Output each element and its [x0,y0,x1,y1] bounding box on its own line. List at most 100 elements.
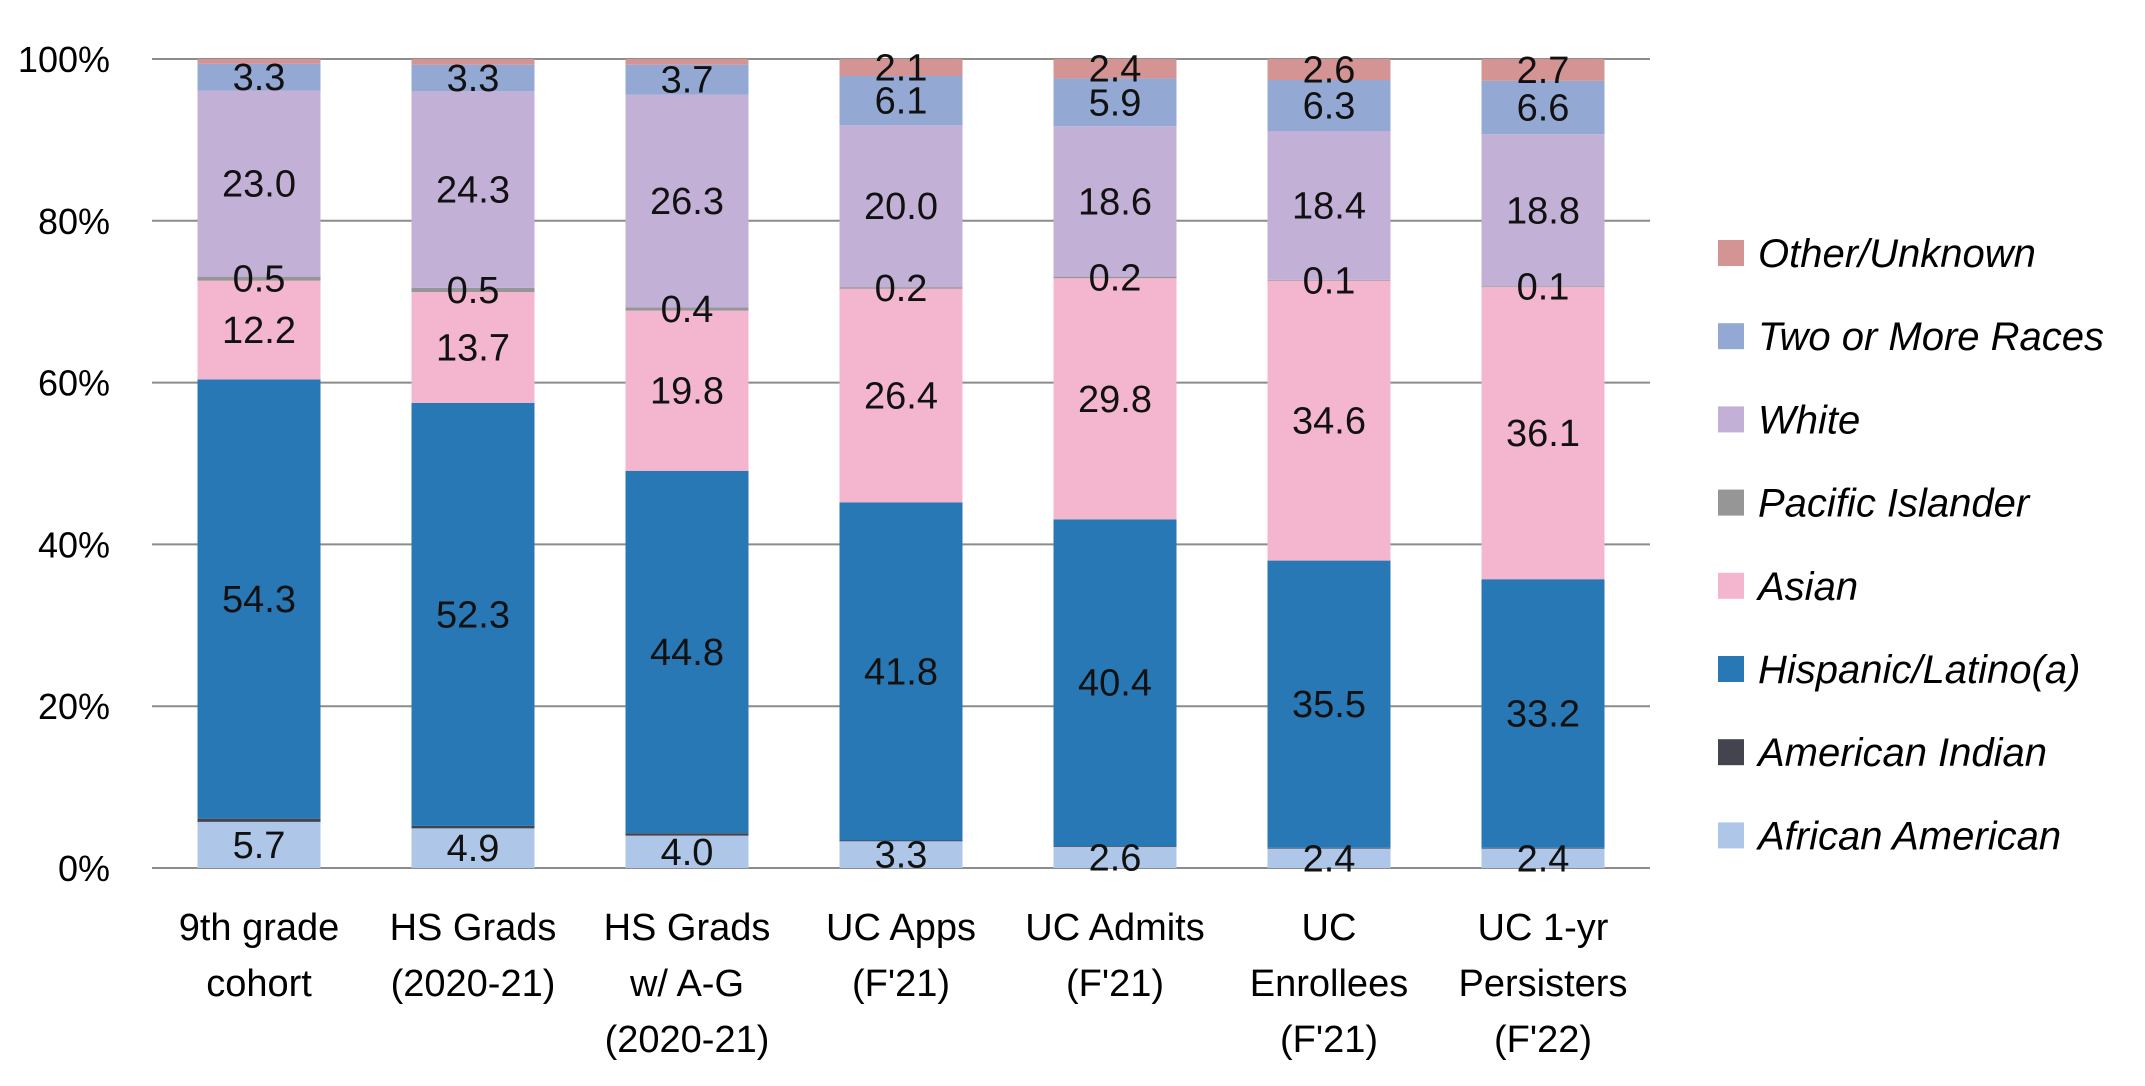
data-label: 18.6 [1078,181,1152,223]
data-label: 52.3 [436,594,510,636]
data-label: 2.4 [1517,838,1570,880]
data-label: 24.3 [436,170,510,212]
x-category-label: UC Apps [826,907,976,949]
data-label: 2.7 [1517,50,1570,92]
legend: Other/Unknown Two or More Races White Pacif… [1718,232,2104,858]
data-label: 6.6 [1517,88,1570,130]
bar-segment-hispanic-latino-a- [197,379,321,819]
data-label: 26.4 [864,376,938,418]
data-label: 3.3 [875,835,928,877]
bar-segment-white [1267,131,1391,280]
x-category-label: (F'21) [852,963,950,1005]
x-category-label: cohort [206,963,312,1005]
data-label: 12.2 [222,310,296,352]
bar-segment-two-or-more-races [1481,80,1605,135]
x-category-label: w/ A-G [629,963,744,1005]
bar-segment-other-unknown [197,59,321,64]
x-category-label: (F'21) [1280,1019,1378,1061]
bar-segment-hispanic-latino-a- [839,502,963,841]
bar-segment-white [839,125,963,288]
bar-segment-asian [197,280,321,380]
bar-segment-pacific-islander [411,287,535,292]
bar-segment-asian [411,291,535,403]
bar-segment-american-indian [1267,847,1391,849]
bar-segment-american-indian [625,833,749,836]
bar-segment-african-american [1267,848,1391,868]
data-label: 0.2 [875,268,928,310]
legend-label: White [1758,398,1860,442]
data-label: 0.5 [233,259,286,301]
legend-label: African American [1756,814,2061,858]
data-labels: 5.7 54.3 12.2 0.5 23.0 3.3 4.9 52.3 13.7 0.5 24.3 3… [222,47,1580,880]
bar-segment-pacific-islander [839,287,963,289]
bar-segment-african-american [1053,846,1177,868]
legend-swatch [1718,323,1744,350]
bar-segment-hispanic-latino-a- [625,470,749,834]
bar-segment-white [411,91,535,288]
data-label: 36.1 [1506,413,1580,455]
bar-segment-pacific-islander [1267,279,1391,281]
legend-label: Asian [1756,565,1858,609]
legend-swatch [1718,572,1744,599]
x-category-label: 9th grade [179,907,340,949]
data-label: 0.2 [1089,257,1142,299]
x-category-label: (F'21) [1066,963,1164,1005]
data-label: 4.9 [447,828,500,870]
bar-segment-other-unknown [411,59,535,65]
data-label: 18.4 [1292,185,1366,227]
bar-segment-hispanic-latino-a- [411,402,535,826]
data-label: 26.3 [650,181,724,223]
legend-label: Two or More Races [1758,315,2104,359]
bar-segment-african-american [197,821,321,868]
y-tick-label: 40% [38,524,110,565]
x-category-label: UC 1-yr [1478,907,1609,949]
bar-segment-asian [1267,280,1391,561]
x-category-label: HS Grads [604,907,771,949]
data-label: 2.1 [875,47,928,89]
bar-segment-two-or-more-races [625,64,749,95]
data-label: 0.5 [447,270,500,312]
bar-segment-two-or-more-races [1267,80,1391,132]
x-category-label: UC Admits [1025,907,1204,949]
bar-segment-hispanic-latino-a- [1053,519,1177,847]
y-tick-label: 80% [38,201,110,242]
bar-segment-other-unknown [839,59,963,76]
data-label: 0.1 [1517,267,1570,309]
x-category-label: UC [1302,907,1357,949]
legend-swatch [1718,822,1744,849]
data-label: 2.6 [1089,837,1142,879]
data-label: 2.4 [1089,49,1142,91]
data-label: 35.5 [1292,684,1366,726]
legend-swatch [1718,656,1744,682]
data-label: 29.8 [1078,379,1152,421]
y-axis-ticks: 0% 20% 40% 60% 80% 100% [18,39,110,889]
bar-segment-white [1053,126,1177,277]
bar-segment-asian [839,288,963,503]
data-label: 19.8 [650,371,724,413]
x-category-label: HS Grads [390,907,557,949]
bar-segment-african-american [1481,848,1605,868]
data-label: 2.6 [1303,50,1356,92]
y-tick-label: 0% [58,848,110,889]
bar-segment-american-indian [1053,846,1177,847]
bar-segment-two-or-more-races [839,75,963,126]
legend-label: Hispanic/Latino(a) [1758,648,2080,692]
data-label: 4.0 [661,832,714,874]
bar-segment-other-unknown [1481,59,1605,81]
data-label: 20.0 [864,186,938,228]
legend-label: Pacific Islander [1758,482,2031,526]
bar-segment-asian [1053,278,1177,520]
bar-segment-other-unknown [1053,59,1177,79]
bar-segment-asian [625,310,749,471]
x-category-label: Persisters [1459,963,1628,1005]
bar-segment-american-indian [411,825,535,829]
data-label: 33.2 [1506,693,1580,735]
legend-swatch [1718,739,1744,766]
data-label: 3.3 [447,58,500,100]
x-category-label: Enrollees [1250,963,1408,1005]
x-category-label: (F'22) [1494,1019,1592,1061]
legend-label: American Indian [1756,731,2047,775]
x-category-label: (2020-21) [391,963,556,1005]
bar-segment-two-or-more-races [197,63,321,91]
